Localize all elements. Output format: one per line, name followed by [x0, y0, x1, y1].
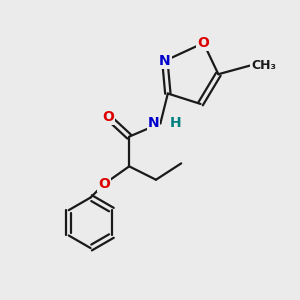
Text: O: O [98, 177, 110, 191]
Text: O: O [198, 36, 209, 50]
Text: H: H [169, 116, 181, 130]
Text: O: O [103, 110, 114, 124]
Text: N: N [147, 116, 159, 130]
Text: N: N [159, 54, 171, 68]
Text: CH₃: CH₃ [251, 59, 276, 72]
